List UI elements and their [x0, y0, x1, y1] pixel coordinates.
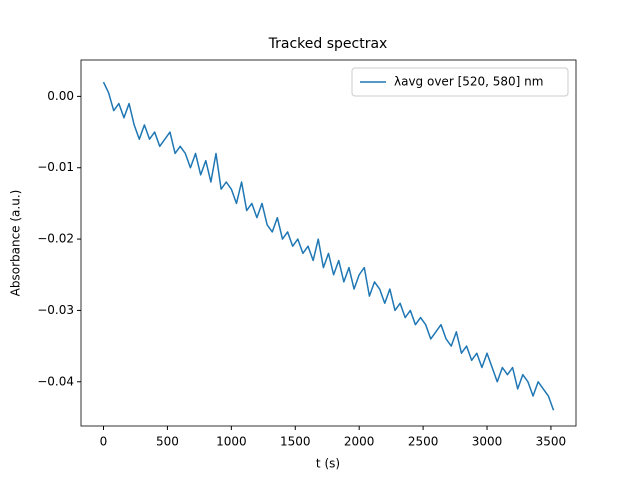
x-tick-label: 2500 — [408, 435, 439, 449]
y-tick-label: −0.03 — [37, 303, 74, 317]
x-tick-label: 1000 — [216, 435, 247, 449]
x-tick-label: 500 — [156, 435, 179, 449]
y-axis-label: Absorbance (a.u.) — [9, 190, 23, 297]
x-tick-label: 2000 — [344, 435, 375, 449]
plot-frame — [80, 59, 577, 427]
x-tick-label: 1500 — [280, 435, 311, 449]
y-tick-label: 0.00 — [47, 89, 74, 103]
x-tick-label: 0 — [100, 435, 108, 449]
legend-box — [351, 67, 569, 97]
x-tick-label: 3500 — [536, 435, 567, 449]
y-tick-label: −0.01 — [37, 160, 74, 174]
legend-label: λavg over [520, 580] nm — [394, 75, 543, 89]
chart-title: Tracked spectrax — [268, 36, 388, 52]
y-tick-label: −0.04 — [37, 374, 74, 388]
y-tick-label: −0.02 — [37, 232, 74, 246]
data-line — [102, 81, 555, 411]
x-tick-label: 3000 — [472, 435, 503, 449]
x-axis-label: t (s) — [316, 457, 340, 471]
